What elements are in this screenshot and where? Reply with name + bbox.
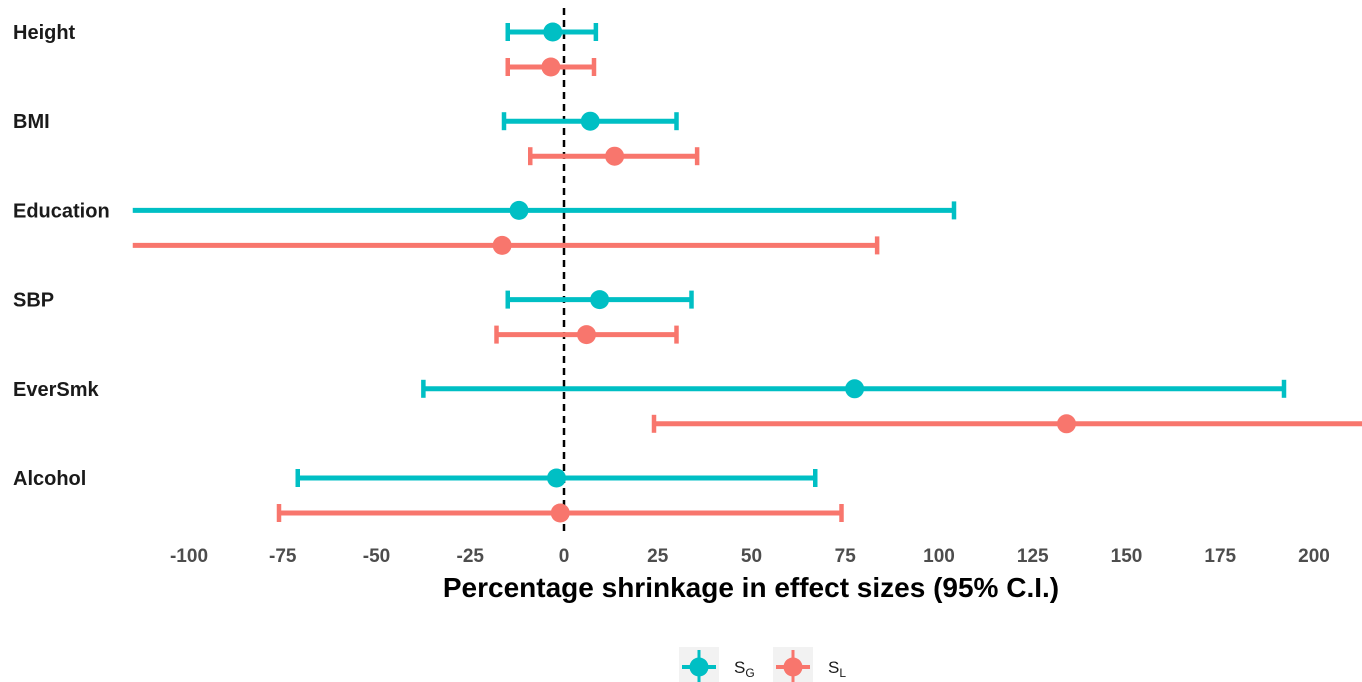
x-tick-label: 150 bbox=[1111, 546, 1143, 567]
x-tick-label: 200 bbox=[1298, 546, 1330, 567]
x-tick-label: 175 bbox=[1204, 546, 1236, 567]
legend-label: SL bbox=[828, 658, 846, 680]
x-tick-label: -100 bbox=[170, 546, 208, 567]
x-tick-label: -75 bbox=[269, 546, 297, 567]
x-tick-label: -25 bbox=[457, 546, 485, 567]
estimate-point bbox=[580, 111, 600, 131]
estimate-point bbox=[590, 290, 610, 310]
series-sl bbox=[132, 57, 1362, 523]
legend-key-point bbox=[689, 657, 709, 677]
x-tick-label: -50 bbox=[363, 546, 390, 567]
category-label: Education bbox=[13, 200, 110, 222]
estimate-point bbox=[547, 468, 566, 488]
legend-key-point bbox=[783, 657, 803, 677]
category-label: Height bbox=[13, 22, 76, 44]
series-sg bbox=[132, 22, 1287, 488]
x-tick-label: 50 bbox=[741, 546, 762, 567]
x-tick-label: 100 bbox=[923, 546, 955, 567]
estimate-point bbox=[492, 235, 512, 255]
x-tick-label: 125 bbox=[1017, 546, 1049, 567]
estimate-point bbox=[550, 503, 570, 523]
estimate-point bbox=[845, 379, 865, 399]
estimate-point bbox=[509, 200, 529, 220]
category-label: Alcohol bbox=[13, 468, 86, 490]
legend: SG SL bbox=[679, 647, 846, 682]
estimate-point bbox=[1057, 414, 1076, 434]
x-tick-label: 0 bbox=[559, 546, 570, 567]
category-label: SBP bbox=[13, 290, 54, 312]
estimate-point bbox=[543, 22, 563, 42]
legend-item-sl: SL bbox=[773, 647, 846, 682]
x-axis-title: Percentage shrinkage in effect sizes (95… bbox=[443, 572, 1059, 603]
estimate-point bbox=[577, 325, 596, 345]
category-label: BMI bbox=[13, 111, 50, 133]
estimate-point bbox=[541, 57, 561, 77]
estimate-point bbox=[605, 146, 625, 166]
legend-item-sg: SG bbox=[679, 647, 755, 682]
category-label: EverSmk bbox=[13, 379, 99, 401]
x-tick-label: 25 bbox=[647, 546, 669, 567]
legend-label: SG bbox=[734, 658, 755, 680]
x-tick-label: 75 bbox=[835, 546, 857, 567]
